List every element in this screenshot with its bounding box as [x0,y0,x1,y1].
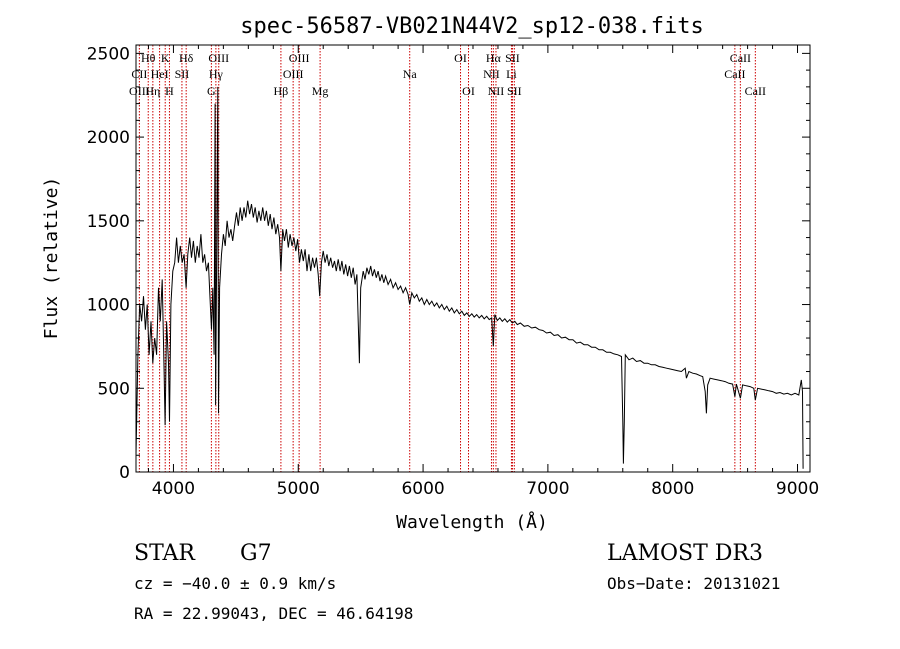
line-marker-label: Na [403,67,418,81]
line-marker-label: OIII [289,51,310,65]
line-marker-label: CaII [724,67,745,81]
line-marker-label: Hδ [179,51,194,65]
x-tick-label: 5000 [277,479,320,499]
line-marker-label: OIII [129,84,150,98]
y-tick-label: 500 [98,379,130,399]
line-marker-label: OIII [283,67,304,81]
line-marker-label: SII [505,51,520,65]
y-tick-label: 1000 [87,296,130,316]
x-tick-label: 7000 [526,479,569,499]
line-markers [138,45,756,472]
line-marker-label: Li [506,67,517,81]
line-marker-label: NII [488,84,505,98]
redshift-cz: cz = −40.0 ± 0.9 km/s [134,574,336,593]
y-tick-label: 0 [119,463,130,483]
line-marker-label: NII [483,67,500,81]
x-axis-ticks: 4000 5000 6000 7000 8000 9000 [147,45,819,499]
y-tick-label: 1500 [87,212,130,232]
x-tick-label: 8000 [651,479,694,499]
line-marker-label: OI [454,51,467,65]
survey-name: LAMOST DR3 [607,541,763,566]
y-tick-label: 2000 [87,128,130,148]
y-axis-ticks: 0 500 1000 1500 2000 2500 [87,44,810,483]
x-tick-label: 9000 [776,479,819,499]
line-marker-label: HeI [151,67,169,81]
line-marker-label: K [161,51,170,65]
y-tick-label: 2500 [87,44,130,64]
line-marker-label: CII [131,67,147,81]
line-marker-label: Hγ [209,67,224,81]
spectrum-line [135,86,804,469]
line-marker-label: CaII [730,51,751,65]
line-marker-label: G [207,84,216,98]
line-marker-label: OI [462,84,475,98]
line-marker-label: SII [507,84,522,98]
line-marker-label: H [165,84,174,98]
object-subclass: G7 [240,541,272,566]
x-tick-label: 6000 [401,479,444,499]
coordinates: RA = 22.99043, DEC = 46.64198 [134,604,413,623]
line-marker-label: Hβ [274,84,289,98]
line-marker-label: Hη [145,84,160,98]
line-marker-label: SII [175,67,190,81]
line-marker-label: CaII [745,84,766,98]
plot-frame [135,44,811,473]
chart-title: spec-56587-VB021N44V2_sp12-038.fits [240,14,704,39]
x-axis-label: Wavelength (Å) [396,511,548,533]
observation-date: Obs−Date: 20131021 [607,574,780,593]
line-marker-label: OIII [208,51,229,65]
object-class: STAR [134,541,196,566]
y-axis-label: Flux (relative) [41,177,62,340]
x-tick-label: 4000 [152,479,195,499]
line-marker-label: Mg [312,84,329,98]
line-marker-label: Hθ [141,51,156,65]
line-marker-label: Hα [486,51,502,65]
